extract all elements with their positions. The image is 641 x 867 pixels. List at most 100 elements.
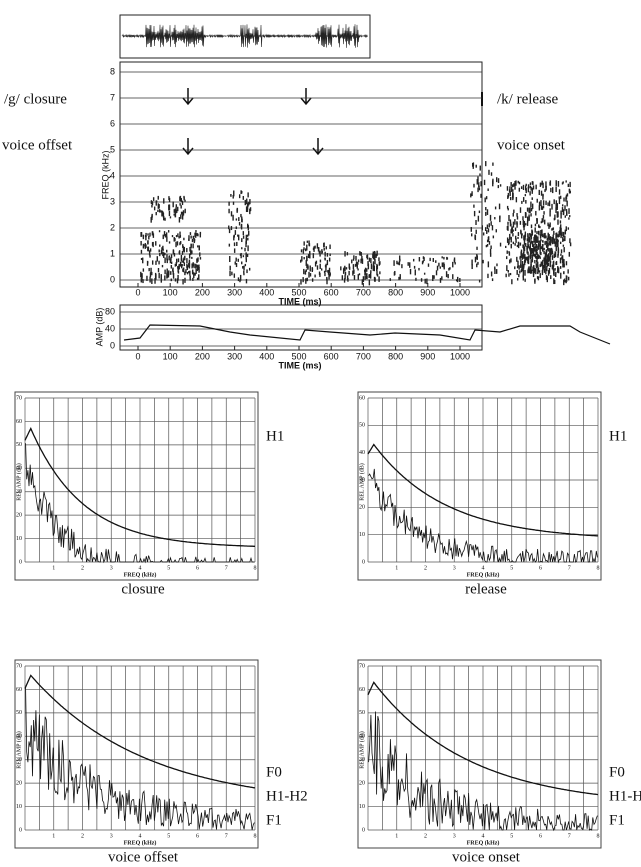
spectrogram-energy: [186, 263, 188, 269]
spectrogram-energy: [494, 266, 496, 270]
spectrogram-energy: [245, 234, 248, 241]
spectrogram-energy: [547, 270, 550, 276]
spectrogram-energy: [149, 272, 152, 277]
spectrogram-energy: [188, 238, 190, 241]
spectrogram-energy: [545, 259, 547, 265]
spectrogram-energy: [401, 264, 403, 269]
spectrogram-energy: [565, 209, 568, 212]
spectrogram-energy: [518, 265, 520, 270]
spectrogram-energy: [163, 198, 165, 204]
spectrogram-energy: [533, 236, 535, 243]
spectrogram-energy: [188, 261, 191, 267]
spectrogram-energy: [376, 263, 378, 267]
spectrogram-energy: [305, 248, 307, 252]
spectrogram-energy: [324, 257, 326, 260]
spectrogram-energy: [540, 263, 542, 267]
spectrogram-energy: [352, 258, 355, 261]
spectrogram-energy: [164, 252, 166, 256]
spectrogram-energy: [142, 279, 144, 284]
spectrogram-energy: [508, 238, 510, 244]
spectrogram-energy: [515, 180, 517, 186]
spectrogram-energy: [505, 273, 507, 278]
spectrogram-energy: [160, 274, 162, 279]
spectrogram-energy: [531, 203, 534, 209]
spectrogram-energy: [245, 206, 248, 213]
spectrogram-energy: [196, 232, 198, 236]
spectrogram-energy: [314, 261, 317, 267]
spectrogram-energy: [379, 271, 381, 275]
y-tick-label: 8: [110, 66, 115, 76]
label: /k/ release: [497, 91, 559, 107]
spectrogram-energy: [520, 259, 522, 265]
spectrogram-energy: [142, 234, 145, 240]
spectrogram-energy: [360, 258, 362, 264]
spectrogram-energy: [370, 258, 372, 264]
spectrogram-energy: [513, 209, 515, 214]
spectrogram-energy: [240, 225, 243, 229]
panel-box: [14, 659, 259, 849]
spectrogram-energy: [189, 246, 191, 252]
spectrogram-energy: [554, 214, 556, 220]
spectrogram-energy: [566, 193, 569, 197]
spectrogram-energy: [539, 234, 542, 239]
spectrogram-energy: [564, 278, 566, 283]
spectrogram-energy: [357, 262, 359, 265]
spectrogram-energy: [247, 192, 249, 198]
spectrogram-energy: [516, 244, 519, 247]
spectrogram-energy: [361, 279, 364, 285]
spectrogram-energy: [526, 247, 528, 254]
spectrogram-energy: [172, 250, 175, 255]
caption: voice offset: [108, 849, 179, 865]
spectrogram-energy: [509, 186, 511, 193]
spectrogram-energy: [481, 225, 483, 231]
spectrogram-energy: [370, 270, 372, 274]
spectrogram-energy: [537, 276, 540, 281]
x-tick-label: 7: [568, 565, 571, 571]
spectrogram-energy: [248, 230, 250, 236]
spectrogram-energy: [407, 262, 409, 266]
spectrogram-energy: [547, 245, 549, 251]
spectrogram-energy: [542, 265, 544, 271]
x-tick-label: 2: [424, 565, 427, 571]
spectrogram-energy: [359, 251, 361, 256]
spectrogram-energy: [369, 274, 371, 278]
x-tick-label: 1000: [450, 351, 470, 361]
spectrogram-energy: [535, 248, 538, 252]
spectrogram-energy: [183, 197, 185, 201]
y-tick-label: 5: [110, 144, 115, 154]
spectrogram-energy: [544, 258, 546, 264]
spectrogram-energy: [549, 222, 551, 228]
spectrogram-energy: [524, 223, 527, 226]
spectrogram-energy: [506, 265, 508, 271]
spectrogram-energy: [178, 236, 180, 239]
spectrogram-energy: [374, 277, 376, 282]
spectrogram-energy: [159, 252, 161, 257]
spectrogram-energy: [560, 249, 563, 254]
y-axis-label: REL AMP (dB): [15, 463, 22, 501]
y-tick-label: 20: [359, 505, 365, 511]
spectrogram-energy: [174, 208, 176, 212]
spectrogram-energy: [476, 246, 478, 250]
spectrogram-energy: [546, 260, 548, 265]
spectrogram-energy: [344, 271, 347, 276]
spectrogram-energy: [519, 220, 522, 225]
spectrogram-energy: [560, 228, 562, 233]
spectrogram-energy: [243, 270, 245, 274]
spectrogram-energy: [233, 273, 236, 278]
spectrogram-energy: [564, 205, 566, 211]
spectrogram-energy: [471, 191, 473, 197]
spectrogram-energy: [516, 270, 518, 275]
spectrogram-energy: [529, 247, 531, 252]
spectrogram-energy: [536, 245, 538, 252]
spectrogram-energy: [551, 239, 554, 245]
spectrogram-energy: [246, 198, 248, 205]
spectrogram-energy: [246, 269, 248, 274]
spectrogram-energy: [314, 274, 316, 278]
spectrogram-energy: [525, 212, 527, 218]
spectrogram-energy: [560, 233, 562, 239]
spectrogram-energy: [164, 217, 166, 221]
spectrogram-energy: [555, 180, 557, 187]
spectrogram-energy: [356, 261, 358, 266]
spectrogram-energy: [241, 238, 243, 243]
spectrogram-energy: [443, 263, 445, 270]
